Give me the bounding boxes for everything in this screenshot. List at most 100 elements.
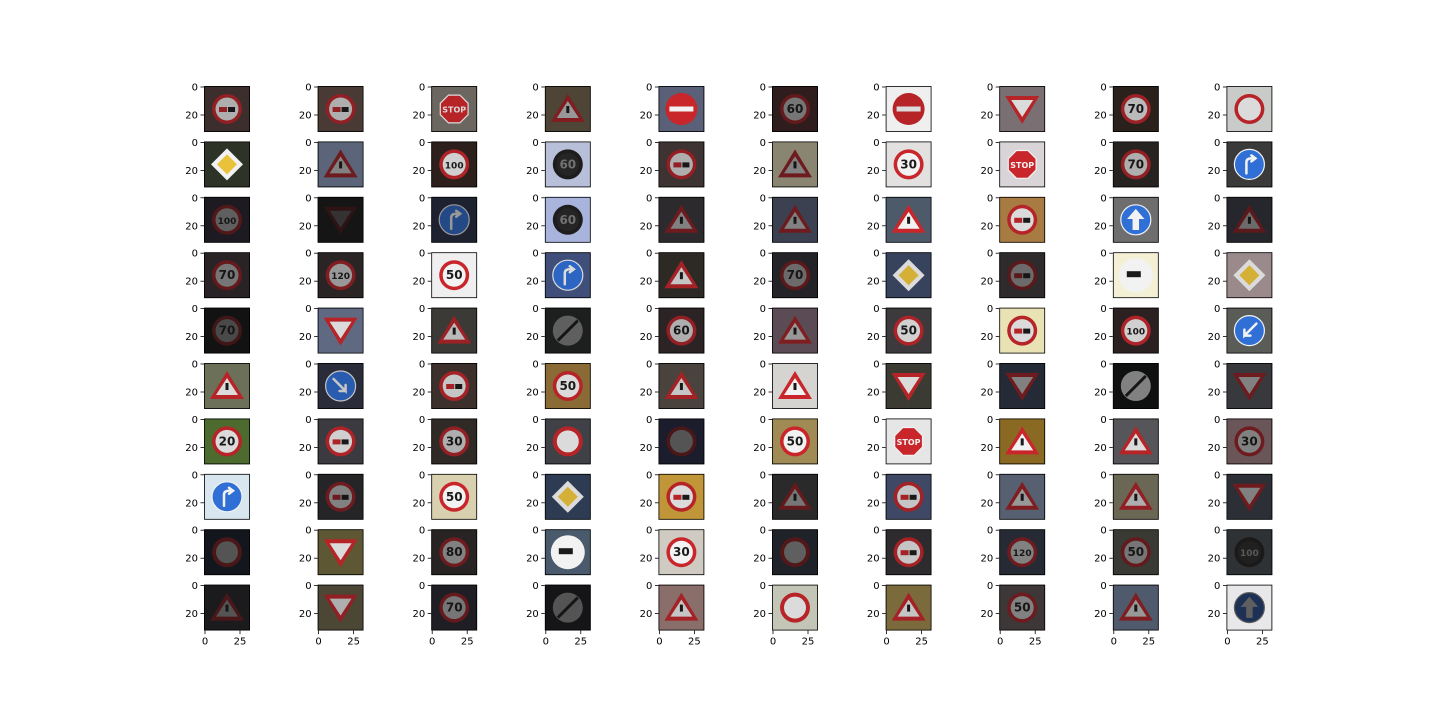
sign-thumbnail (999, 86, 1046, 132)
sign-thumbnail (317, 307, 364, 354)
y-tick-label: 0 (192, 360, 198, 371)
sign-thumbnail (1226, 86, 1273, 132)
yield-inner (1011, 377, 1034, 394)
y-tick-label: 20 (640, 388, 653, 399)
sign-face (216, 541, 238, 564)
warning-symbol (452, 327, 456, 335)
y-tick-label: 20 (299, 443, 312, 454)
axes-frame (885, 86, 932, 132)
subplot-panel: 30 0 20 (640, 526, 705, 576)
axes-frame (999, 196, 1046, 243)
axes-frame (1226, 307, 1273, 354)
y-tick-label: 0 (532, 360, 538, 371)
sign-number: 60 (787, 102, 804, 116)
axes-frame (204, 473, 250, 520)
warning-symbol (793, 327, 797, 335)
sign-number: 70 (787, 268, 804, 282)
truck-symbol (1014, 273, 1023, 279)
sign-word: STOP (442, 106, 466, 115)
sign-number: 60 (673, 324, 690, 338)
warning-symbol (793, 161, 797, 169)
subplot-panel: 0 20 (753, 360, 818, 409)
y-tick-label: 0 (873, 415, 879, 426)
sign-slash (556, 596, 579, 619)
y-tick-label: 20 (412, 332, 425, 343)
y-tick-label: 0 (760, 581, 766, 592)
y-tick-label: 0 (419, 360, 425, 371)
y-tick-label: 20 (1094, 111, 1107, 122)
axes-frame (999, 418, 1046, 465)
subplot-panel: 60 0 20 (753, 83, 818, 132)
axes-frame (317, 141, 364, 188)
sign-face (215, 208, 239, 232)
sign-thumbnail: 100 (1112, 307, 1159, 354)
y-tick-label: 20 (867, 388, 880, 399)
subplot-panel: 0 20 (1208, 249, 1273, 299)
y-tick-label: 0 (646, 193, 652, 204)
axes-frame (204, 252, 250, 299)
axes-frame (772, 529, 818, 576)
sign-thumbnail (544, 584, 591, 631)
priority-inner (898, 265, 919, 286)
y-tick-label: 0 (419, 249, 425, 260)
y-tick-label: 0 (192, 304, 198, 315)
axes-frame (999, 252, 1046, 299)
sign-thumbnail (885, 584, 932, 631)
y-tick-label: 20 (526, 166, 539, 177)
y-tick-label: 20 (1208, 443, 1221, 454)
sign-number: 70 (1127, 102, 1144, 116)
x-tick-label: 0 (997, 637, 1003, 648)
y-tick-label: 0 (646, 581, 652, 592)
y-tick-label: 20 (640, 166, 653, 177)
sign-number: 50 (1014, 601, 1031, 615)
sign-face (1010, 596, 1034, 620)
subplot-panel: 0 20 (980, 415, 1046, 465)
y-tick-label: 0 (1214, 304, 1220, 315)
car-symbol (909, 494, 917, 500)
axes-frame (658, 418, 705, 465)
y-tick-label: 20 (753, 443, 766, 454)
warning-symbol (793, 383, 797, 390)
subplot-panel: 70 0 20 0 25 (412, 581, 478, 648)
y-tick-label: 0 (987, 581, 993, 592)
axes-frame (1112, 418, 1159, 465)
subplot-panel: 0 20 (1094, 360, 1159, 409)
warning-symbol (907, 216, 911, 224)
y-tick-label: 20 (526, 221, 539, 232)
subplot-panel: 0 20 (1208, 304, 1273, 354)
y-tick-label: 0 (532, 193, 538, 204)
yield-inner (329, 543, 352, 561)
axes-frame (772, 473, 818, 520)
y-tick-label: 20 (299, 277, 312, 288)
y-tick-label: 20 (1208, 609, 1221, 620)
sign-thumbnail (544, 529, 591, 576)
sign-slash (1124, 374, 1147, 398)
y-tick-label: 0 (532, 304, 538, 315)
y-tick-label: 20 (526, 111, 539, 122)
subplot-panel: 50 0 20 (526, 360, 591, 409)
subplot-panel: 0 20 (526, 415, 591, 465)
y-tick-label: 20 (412, 166, 425, 177)
subplot-panel: 0 20 (640, 83, 705, 132)
y-tick-label: 0 (1100, 526, 1106, 537)
sign-thumbnail (885, 473, 932, 520)
subplot-panel: 50 0 20 (412, 470, 478, 520)
sign-face (556, 152, 580, 176)
sign-thumbnail (772, 363, 818, 409)
warning-symbol (1020, 438, 1024, 446)
y-tick-label: 20 (753, 554, 766, 565)
sign-face (669, 429, 693, 453)
sign-thumbnail (885, 196, 932, 243)
y-tick-label: 20 (185, 498, 198, 509)
sign-face (215, 429, 239, 453)
sign-word: STOP (897, 438, 921, 447)
axes-frame (999, 473, 1046, 520)
warning-symbol (339, 161, 343, 169)
subplot-panel: STOP 0 20 (980, 138, 1046, 188)
subplot-panel: 60 0 20 (526, 193, 591, 243)
sign-face (669, 319, 693, 343)
subplot-panel: 50 0 20 (753, 415, 818, 465)
axes-frame (1226, 529, 1273, 576)
sign-thumbnail: 60 (658, 307, 705, 354)
